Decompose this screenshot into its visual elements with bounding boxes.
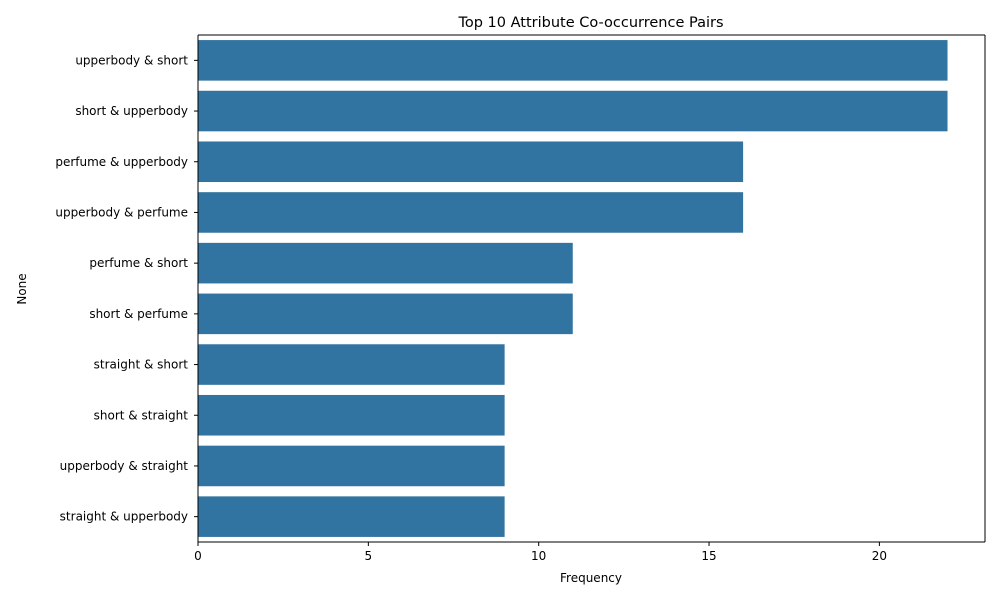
bar: [198, 242, 573, 284]
y-tick-label: perfume & short: [89, 256, 188, 270]
y-tick-label: perfume & upperbody: [55, 155, 188, 169]
y-tick-label: short & straight: [94, 408, 189, 422]
x-axis-ticks: 0 5 10 15 20: [194, 542, 887, 563]
bar: [198, 394, 505, 436]
x-tick-label: 5: [365, 549, 373, 563]
y-axis-ticks: upperbody & short short & upperbody perfum…: [55, 53, 198, 524]
y-tick-label: upperbody & straight: [60, 459, 189, 473]
bar: [198, 496, 505, 537]
bar: [198, 445, 505, 487]
chart-title: Top 10 Attribute Co-occurrence Pairs: [457, 15, 723, 31]
y-tick-label: short & perfume: [89, 307, 188, 321]
bar: [198, 293, 573, 335]
x-axis-title: Frequency: [560, 571, 622, 585]
bar: [198, 141, 744, 183]
y-tick-label: upperbody & perfume: [55, 205, 188, 219]
x-tick-label: 20: [872, 549, 887, 563]
y-tick-label: short & upperbody: [75, 104, 188, 118]
x-tick-label: 10: [531, 549, 546, 563]
bar: [198, 40, 948, 81]
y-tick-label: straight & short: [94, 358, 189, 372]
y-axis-title: None: [15, 273, 29, 304]
y-tick-label: straight & upperbody: [60, 510, 188, 524]
bars-group: [198, 40, 948, 537]
bar: [198, 90, 948, 132]
bar: [198, 192, 744, 233]
y-tick-label: upperbody & short: [75, 53, 188, 67]
x-tick-label: 15: [701, 549, 716, 563]
bar: [198, 344, 505, 385]
x-tick-label: 0: [194, 549, 202, 563]
